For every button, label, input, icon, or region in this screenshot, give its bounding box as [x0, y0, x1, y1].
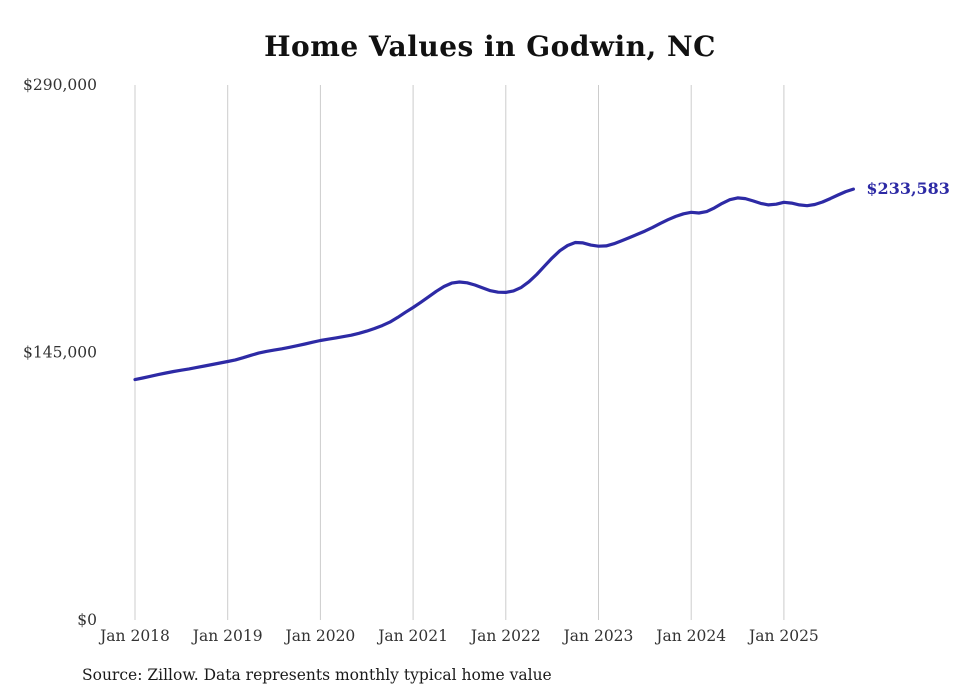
x-tick-label-3: Jan 2021: [376, 627, 448, 645]
x-tick-label-1: Jan 2019: [191, 627, 263, 645]
source-note: Source: Zillow. Data represents monthly …: [82, 666, 552, 684]
y-tick-label-0: $0: [77, 611, 97, 629]
x-tick-label-7: Jan 2025: [747, 627, 819, 645]
x-tick-label-4: Jan 2022: [469, 627, 541, 645]
x-tick-label-2: Jan 2020: [283, 627, 355, 645]
chart-title: Home Values in Godwin, NC: [264, 30, 716, 63]
current-value-label: $233,583: [866, 179, 950, 198]
x-tick-label-0: Jan 2018: [98, 627, 170, 645]
y-tick-label-1: $145,000: [23, 344, 97, 362]
x-tick-label-5: Jan 2023: [562, 627, 634, 645]
y-tick-label-2: $290,000: [23, 76, 97, 94]
home-value-line: [133, 187, 856, 382]
x-tick-label-6: Jan 2024: [654, 627, 726, 645]
